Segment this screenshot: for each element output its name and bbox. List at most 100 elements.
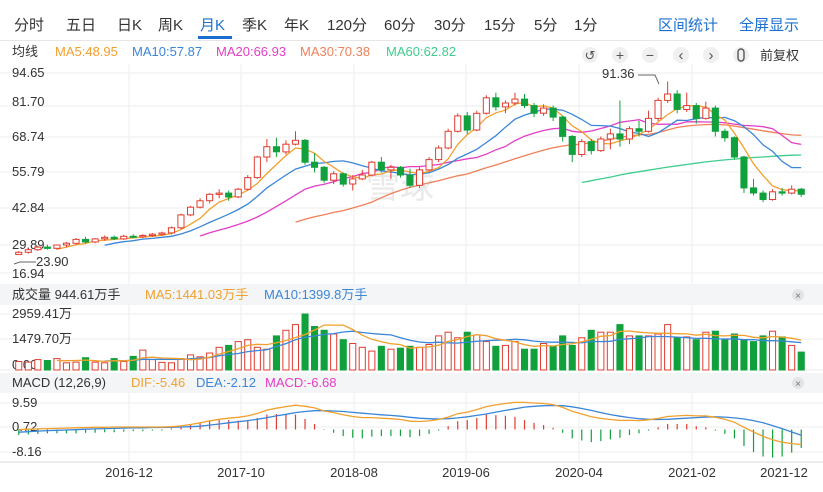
tab-120-minute[interactable]: 120分: [327, 17, 368, 34]
x-tick-label: 2017-10: [217, 465, 265, 480]
candle-body: [559, 116, 567, 137]
volume-bar: [530, 348, 538, 371]
fullscreen-link[interactable]: 全屏显示: [739, 17, 800, 34]
candle-body: [425, 159, 433, 171]
volume-bar: [272, 335, 280, 371]
candle-body: [101, 236, 109, 240]
undo-icon: ↺: [585, 48, 596, 63]
volume-bar: [396, 347, 404, 371]
volume-bar: [683, 336, 691, 371]
candle-body: [673, 93, 681, 110]
price-tick-label: 94.65: [12, 65, 45, 80]
volume-ma5-line: [56, 324, 802, 363]
candle-body: [501, 102, 509, 108]
volume-bar: [606, 331, 614, 371]
tab-weekly-k[interactable]: 周K: [158, 17, 184, 34]
legend-ma30: MA30:70.38: [300, 44, 370, 59]
candle-body: [454, 115, 462, 132]
tab-quarterly-k[interactable]: 季K: [242, 17, 268, 34]
candle-body: [272, 146, 280, 153]
tab-60-minute[interactable]: 60分: [384, 17, 416, 34]
candle-body: [244, 177, 252, 190]
volume-bar: [34, 359, 42, 371]
candle-body: [291, 139, 299, 145]
volume-tick-label: 2959.41万: [12, 306, 72, 321]
macd-tick-label: 9.59: [12, 395, 37, 410]
volume-bar: [425, 344, 433, 371]
volume-bar: [349, 343, 357, 371]
candle-body: [416, 169, 424, 186]
candle-body: [664, 93, 672, 101]
volume-bar: [769, 330, 777, 371]
tab-30-minute[interactable]: 30分: [434, 17, 466, 34]
volume-bar: [320, 329, 328, 371]
tab-15-minute[interactable]: 15分: [484, 17, 516, 34]
price-tick-label: 16.94: [12, 266, 45, 281]
volume-bar: [664, 324, 672, 371]
x-tick-label: 2020-04: [555, 465, 603, 480]
volume-bar: [43, 360, 51, 371]
chevron-left-icon: ‹: [679, 47, 684, 64]
candle-body: [540, 107, 548, 114]
adjust-mode-button[interactable]: 前复权: [760, 48, 799, 63]
candle-body: [301, 139, 309, 163]
period-tab-bar: 分时 五日 日K 周K 月K 季K 年K 120分 60分 30分 15分 5分…: [0, 0, 823, 41]
zoom-out-button[interactable]: −: [642, 47, 658, 63]
tab-5-minute[interactable]: 5分: [534, 17, 558, 34]
tab-yearly-k[interactable]: 年K: [284, 17, 310, 34]
volume-bar: [187, 354, 195, 371]
candle-body: [730, 137, 739, 158]
candle-body: [82, 238, 90, 243]
ma-panel-title: 均线: [12, 44, 38, 59]
dif-line: [18, 401, 802, 446]
volume-bar: [511, 341, 519, 371]
volume-bar: [167, 362, 175, 371]
tab-1-minute[interactable]: 1分: [574, 17, 598, 34]
toggle-switch[interactable]: [733, 47, 749, 63]
candle-body: [34, 246, 42, 251]
candle-body: [597, 138, 605, 152]
candle-body: [387, 166, 395, 171]
undo-button[interactable]: ↺: [582, 47, 598, 63]
candle-body: [625, 128, 634, 140]
ma10-line: [104, 108, 802, 246]
scroll-left-button[interactable]: ‹: [673, 47, 689, 64]
tab-intraday[interactable]: 分时: [14, 17, 45, 34]
volume-ma-lines: [56, 324, 802, 363]
volume-header-bar: [0, 284, 823, 305]
volume-bar: [129, 355, 137, 371]
candle-body: [139, 235, 147, 238]
chart-grid: [0, 64, 823, 463]
candle-body: [788, 188, 796, 194]
tab-five-day[interactable]: 五日: [66, 17, 97, 34]
volume-bar: [501, 344, 509, 371]
volume-bar: [616, 324, 624, 371]
tab-daily-k[interactable]: 日K: [117, 17, 143, 34]
volume-bar: [597, 331, 605, 371]
volume-legend-ma10: MA10:1399.8万手: [264, 287, 367, 302]
candle-body: [253, 156, 261, 179]
volume-ma10-line: [104, 330, 802, 362]
zoom-in-button[interactable]: +: [612, 47, 628, 63]
interval-stats-link[interactable]: 区间统计: [658, 17, 719, 34]
volume-bar: [702, 331, 710, 371]
candle-body: [91, 238, 99, 243]
tab-monthly-k[interactable]: 月K: [200, 17, 226, 34]
volume-bar: [62, 362, 71, 371]
volume-bar: [559, 335, 567, 371]
volume-bar: [568, 344, 576, 371]
high-price-pointer: [638, 74, 660, 85]
macd-header-bar: [0, 373, 823, 393]
scroll-right-button[interactable]: ›: [703, 47, 719, 64]
volume-bar: [788, 344, 796, 371]
close-macd-panel-button[interactable]: ×: [792, 377, 804, 390]
candle-body: [62, 242, 71, 246]
candle-body: [206, 193, 214, 202]
volume-bar: [368, 350, 376, 371]
high-price-label: 91.36: [602, 66, 635, 81]
close-volume-panel-button[interactable]: ×: [792, 289, 804, 302]
candle-body: [692, 105, 700, 119]
chevron-right-icon: ›: [709, 47, 714, 64]
candle-body: [635, 128, 643, 132]
